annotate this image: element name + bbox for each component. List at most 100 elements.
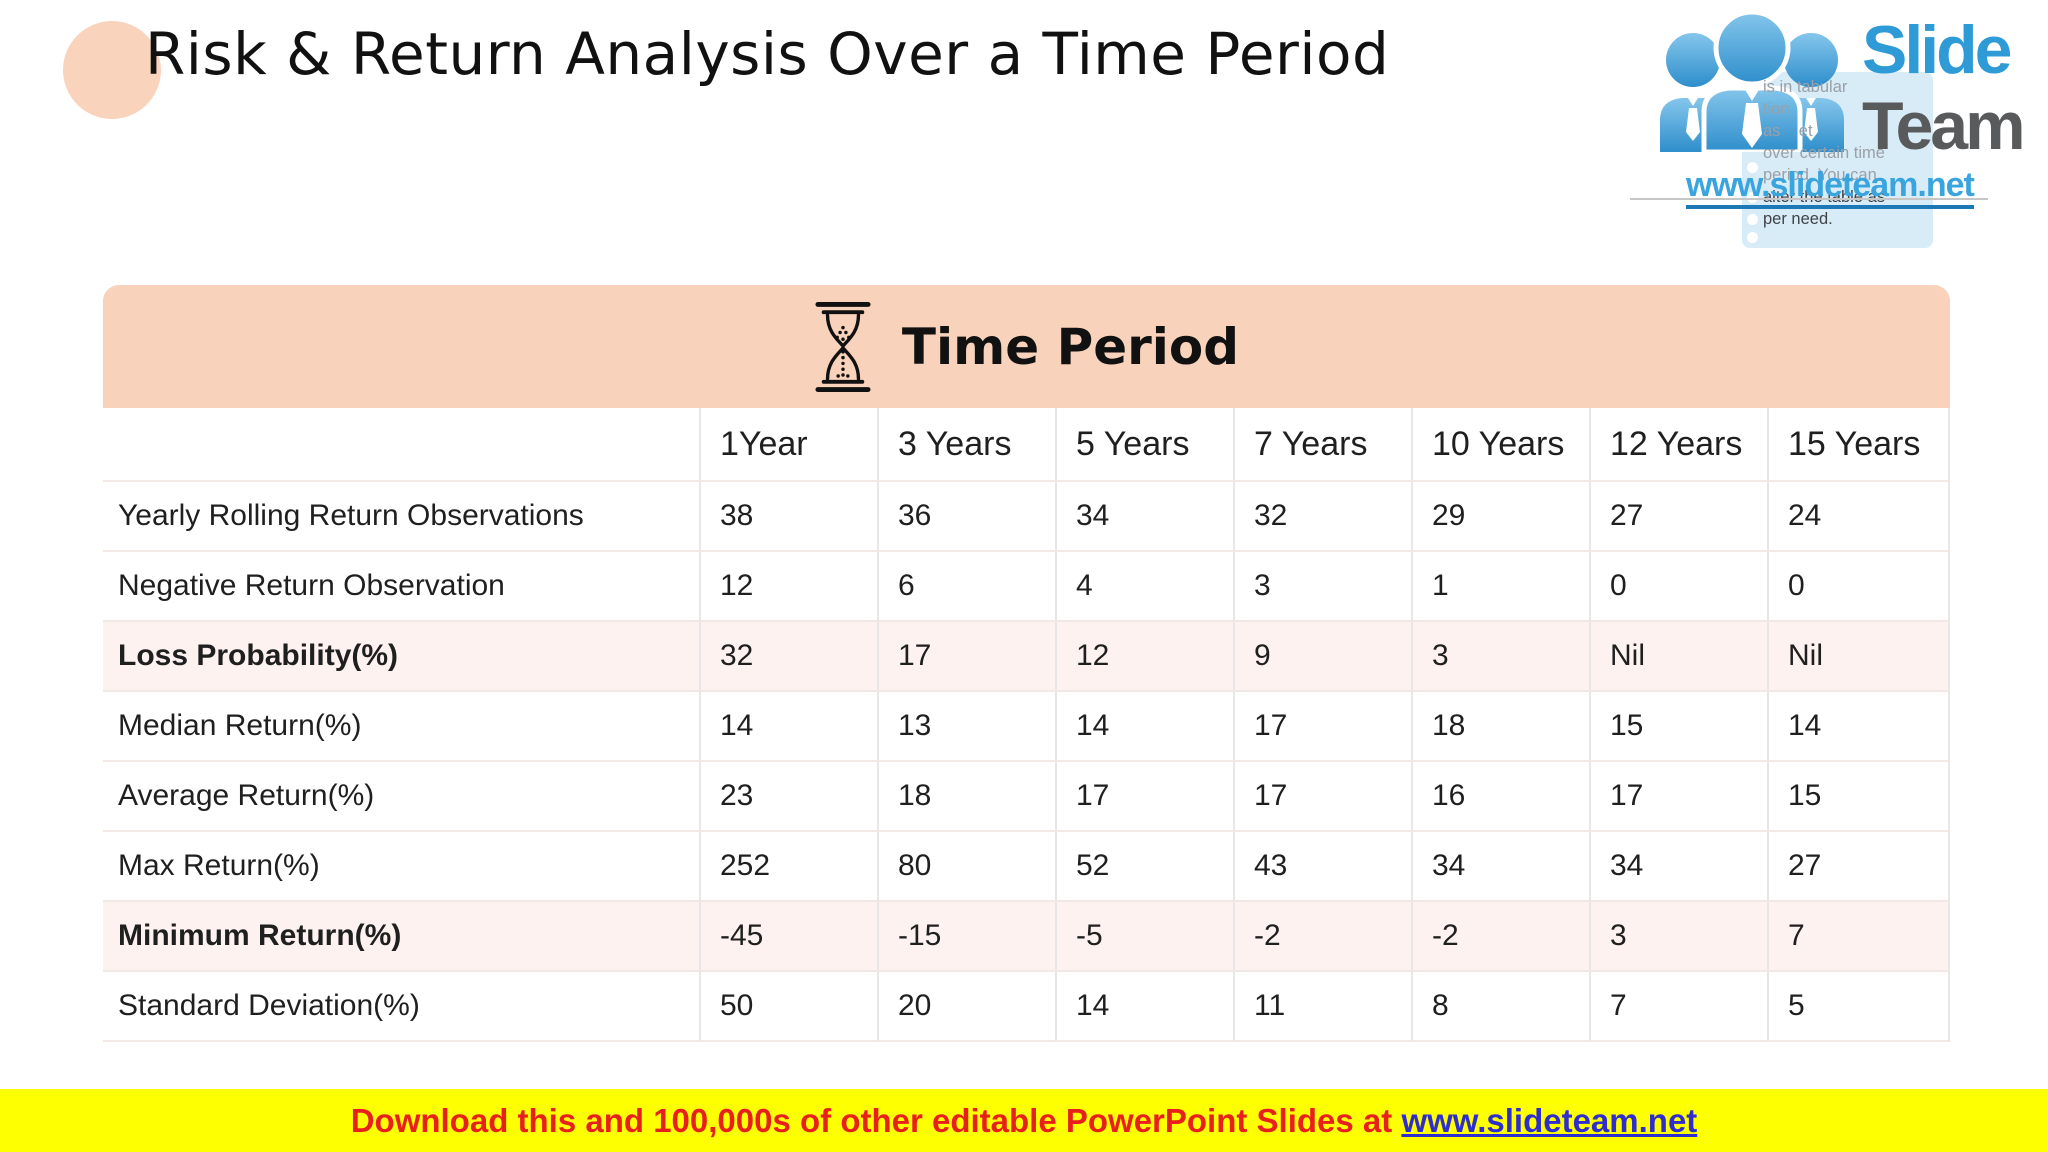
cell-value: 34 xyxy=(1055,482,1233,552)
time-period-header: Time Period xyxy=(103,285,1950,408)
logo-team-text: Team xyxy=(1862,88,2026,164)
note-line: is in tabular xyxy=(1763,78,1848,96)
note-line: period. You can xyxy=(1763,166,1877,184)
cell-value: 17 xyxy=(877,622,1055,692)
cell-value: -5 xyxy=(1055,902,1233,972)
banner-text: Download this and 100,000s of other edit… xyxy=(350,1101,1402,1139)
column-header: 1Year xyxy=(699,408,877,482)
table-row: Negative Return Observation 12 6 4 3 1 0 0 xyxy=(103,552,1950,622)
cell-value: 24 xyxy=(1767,482,1950,552)
column-header-empty xyxy=(103,408,699,482)
cell-value: 27 xyxy=(1589,482,1767,552)
title-accent-circle xyxy=(63,21,161,119)
cell-value: 3 xyxy=(1589,902,1767,972)
cell-value: 14 xyxy=(699,692,877,762)
cell-value: 18 xyxy=(877,762,1055,832)
cell-value: 23 xyxy=(699,762,877,832)
cell-value: 11 xyxy=(1233,972,1411,1042)
cell-value: 7 xyxy=(1767,902,1950,972)
banner-link[interactable]: www.slideteam.net xyxy=(1401,1101,1698,1139)
cell-value: 29 xyxy=(1411,482,1589,552)
column-header: 15 Years xyxy=(1767,408,1950,482)
cell-value: 17 xyxy=(1233,692,1411,762)
cell-value: 14 xyxy=(1055,692,1233,762)
cell-value: 15 xyxy=(1589,692,1767,762)
table-row: Median Return(%) 14 13 14 17 18 15 14 xyxy=(103,692,1950,762)
row-label: Average Return(%) xyxy=(103,762,699,832)
note-line: tion xyxy=(1763,100,1790,118)
cell-value: 1 xyxy=(1411,552,1589,622)
note-line: alter the table as xyxy=(1763,188,1885,206)
cell-value: 17 xyxy=(1233,762,1411,832)
logo-url-link[interactable]: www.slideteam.net xyxy=(1686,168,1975,209)
note-bullet xyxy=(1747,232,1758,243)
cell-value: 17 xyxy=(1589,762,1767,832)
note-bullet xyxy=(1747,192,1758,203)
logo-slide-text: Slide xyxy=(1862,12,2012,88)
cell-value: 16 xyxy=(1411,762,1589,832)
cell-value: 34 xyxy=(1589,832,1767,902)
cell-value: 14 xyxy=(1767,692,1950,762)
table-body: Yearly Rolling Return Observations 38 36 34… xyxy=(103,482,1950,1042)
cell-value: 50 xyxy=(699,972,877,1042)
row-label: Minimum Return(%) xyxy=(103,902,699,972)
cell-value: -2 xyxy=(1411,902,1589,972)
column-header: 5 Years xyxy=(1055,408,1233,482)
cell-value: 15 xyxy=(1767,762,1950,832)
row-label: Max Return(%) xyxy=(103,832,699,902)
table-row: Average Return(%) 23 18 17 17 16 17 15 xyxy=(103,762,1950,832)
cell-value: 9 xyxy=(1233,622,1411,692)
table-row: Loss Probability(%) 32 17 12 9 3 Nil Nil xyxy=(103,622,1950,692)
column-header: 10 Years xyxy=(1411,408,1589,482)
time-period-title: Time Period xyxy=(901,317,1240,376)
cell-value: 17 xyxy=(1055,762,1233,832)
table-row: Yearly Rolling Return Observations 38 36 34… xyxy=(103,482,1950,552)
cell-value: Nil xyxy=(1767,622,1950,692)
page-title: Risk & Return Analysis Over a Time Perio… xyxy=(145,20,1390,88)
row-label: Negative Return Observation xyxy=(103,552,699,622)
cell-value: -15 xyxy=(877,902,1055,972)
download-banner: Download this and 100,000s of other edit… xyxy=(0,1089,2048,1152)
column-header: 12 Years xyxy=(1589,408,1767,482)
cell-value: 8 xyxy=(1411,972,1589,1042)
cell-value: 18 xyxy=(1411,692,1589,762)
table-row: Minimum Return(%) -45 -15 -5 -2 -2 3 7 xyxy=(103,902,1950,972)
cell-value: 7 xyxy=(1589,972,1767,1042)
cell-value: 12 xyxy=(699,552,877,622)
cell-value: 38 xyxy=(699,482,877,552)
row-label: Median Return(%) xyxy=(103,692,699,762)
cell-value: 4 xyxy=(1055,552,1233,622)
cell-value: 32 xyxy=(1233,482,1411,552)
note-line: per need. xyxy=(1763,210,1833,228)
divider-line xyxy=(1630,198,1988,200)
cell-value: 0 xyxy=(1589,552,1767,622)
cell-value: 252 xyxy=(699,832,877,902)
cell-value: 20 xyxy=(877,972,1055,1042)
note-line: as et xyxy=(1763,122,1813,140)
note-bullet xyxy=(1747,214,1758,225)
row-label: Standard Deviation(%) xyxy=(103,972,699,1042)
people-icon xyxy=(1660,9,1844,152)
cell-value: -2 xyxy=(1233,902,1411,972)
table-row: Max Return(%) 252 80 52 43 34 34 27 xyxy=(103,832,1950,902)
cell-value: 32 xyxy=(699,622,877,692)
cell-value: 3 xyxy=(1411,622,1589,692)
cell-value: 13 xyxy=(877,692,1055,762)
note-line: over certain time xyxy=(1763,144,1885,162)
column-header: 3 Years xyxy=(877,408,1055,482)
column-header: 7 Years xyxy=(1233,408,1411,482)
cell-value: -45 xyxy=(699,902,877,972)
cell-value: 12 xyxy=(1055,622,1233,692)
cell-value: 34 xyxy=(1411,832,1589,902)
cell-value: 5 xyxy=(1767,972,1950,1042)
cell-value: 43 xyxy=(1233,832,1411,902)
hourglass-icon xyxy=(815,301,871,392)
cell-value: 80 xyxy=(877,832,1055,902)
row-label: Loss Probability(%) xyxy=(103,622,699,692)
cell-value: 27 xyxy=(1767,832,1950,902)
row-label: Yearly Rolling Return Observations xyxy=(103,482,699,552)
cell-value: 6 xyxy=(877,552,1055,622)
note-text: is in tabular tion as et over certain time p… xyxy=(1763,76,1885,230)
cell-value: Nil xyxy=(1589,622,1767,692)
